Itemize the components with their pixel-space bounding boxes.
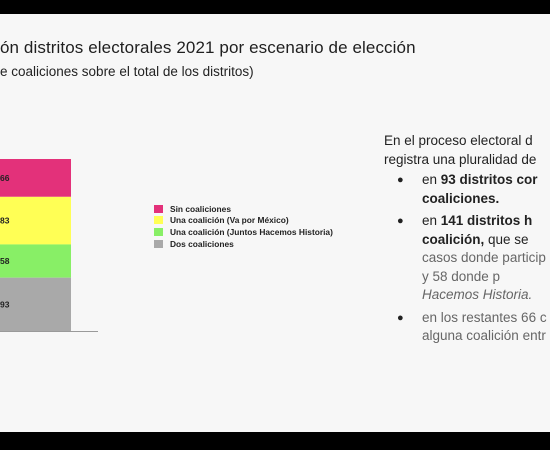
bar-data-label-1: 66 [0,173,10,183]
bullet-list: ● en 93 distritos cor coaliciones. ● en 141 … [384,171,550,346]
bullet-item-2: ● en 141 distritos h coalición, que se caso… [384,212,550,305]
bar-segment-2 [0,196,71,245]
chart-title: ón distritos electorales 2021 por escena… [0,38,416,57]
bar-data-label-2: 83 [0,216,10,226]
legend-label: Sin coaliciones [170,203,231,214]
legend-swatch [154,227,163,236]
bullet-line: en 93 distritos cor [422,171,550,190]
bullet-text-run: en [422,213,441,228]
bullet-text-run: alguna coalición entr [422,328,546,343]
stacked-bar-chart: 66 83 58 93 [0,159,98,332]
bullet-line: en 141 distritos h [422,212,550,231]
bullet-dot-icon: ● [397,215,404,227]
legend-item-2: Una coalición (Va por México) [154,215,333,227]
bar-data-label-4: 93 [0,299,10,309]
legend-label: Una coalición (Va por México) [170,215,289,226]
bullet-line: Hacemos Historia. [422,286,550,305]
legend-swatch [154,216,163,225]
legend-label: Una coalición (Juntos Hacemos Historia) [170,226,333,237]
bullet-line: coaliciones. [422,190,550,209]
chart-legend: Sin coaliciones Una coalición (Va por Méx… [154,203,333,249]
bullet-text-run: casos donde particip [422,250,546,265]
bullet-text-run: y 58 donde p [422,268,501,284]
bullet-line: casos donde particip [422,249,550,268]
bullet-text-run: en los restantes 66 c [422,309,547,325]
legend-swatch [154,239,163,248]
legend-item-1: Sin coaliciones [154,203,333,215]
legend-swatch [154,204,163,213]
bullet-text-run: 141 distritos h [440,213,533,228]
legend-item-3: Una coalición (Juntos Hacemos Historia) [154,226,333,238]
bullet-line: alguna coalición entr [422,327,550,346]
bullet-text-run: 93 distritos cor [440,172,538,187]
presentation-slide: ón distritos electorales 2021 por escena… [0,14,550,432]
bar-segment-3 [0,244,71,278]
bullet-text-run: en [422,172,441,187]
bullet-item-1: ● en 93 distritos cor coaliciones. [384,171,550,208]
bullet-line: y 58 donde p [422,268,550,287]
bullet-item-3: ● en los restantes 66 c alguna coalición e… [384,309,550,346]
intro-line-1: En el proceso electoral d [384,133,533,148]
bar-data-label-3: 58 [0,256,10,266]
chart-subtitle: e coaliciones sobre el total de los dist… [0,64,254,79]
bullet-dot-icon: ● [397,174,404,186]
bullet-text-run: Hacemos Historia. [422,287,533,302]
bullet-text-run: que se [484,231,529,247]
bullet-text-run: coaliciones. [422,190,500,206]
legend-label: Dos coaliciones [170,238,234,249]
bullet-line: en los restantes 66 c [422,309,550,328]
summary-text-panel: En el proceso electoral d registra una p… [384,132,550,346]
bullet-line: coalición, que se [422,231,550,250]
legend-item-4: Dos coaliciones [154,238,333,250]
bullet-text-run: coalición, [422,231,485,247]
bullet-dot-icon: ● [397,311,404,324]
intro-line-2: registra una pluralidad de [384,151,537,167]
bar-segment-1 [0,159,71,197]
bar-segment-4 [0,277,71,331]
